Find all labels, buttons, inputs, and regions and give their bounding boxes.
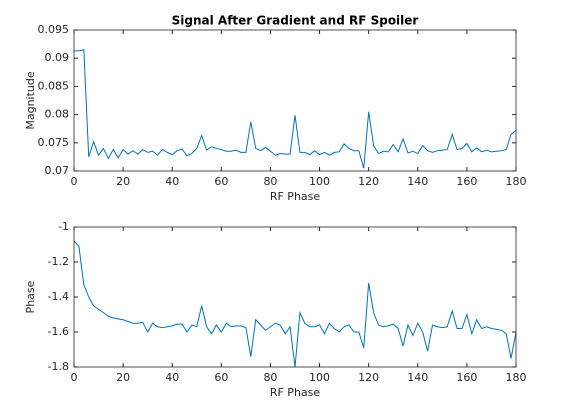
x-tick-label: 80: [263, 175, 277, 188]
y-axis-label: Phase: [24, 280, 37, 313]
axes-box: [73, 226, 517, 368]
axes-box: [73, 29, 517, 172]
y-tick-label: -1.2: [48, 255, 69, 268]
x-tick-label: 0: [71, 371, 78, 384]
y-tick-label: 0.095: [38, 23, 70, 36]
x-tick-label: 40: [165, 175, 179, 188]
data-line: [74, 49, 517, 169]
y-tick-label: 0.085: [38, 79, 70, 92]
x-tick-label: 120: [358, 371, 379, 384]
x-tick-label: 120: [358, 175, 379, 188]
x-axis-label: RF Phase: [270, 386, 321, 399]
x-tick-label: 20: [116, 175, 130, 188]
y-tick-label: 0.08: [45, 108, 70, 121]
x-tick-label: 180: [506, 371, 527, 384]
x-tick-label: 100: [309, 175, 330, 188]
y-tick-label: 0.09: [45, 51, 70, 64]
x-tick-label: 60: [214, 175, 228, 188]
y-axis-label: Magnitude: [24, 71, 37, 130]
chart-title: Signal After Gradient and RF Spoiler: [172, 14, 419, 28]
y-tick-label: 0.075: [38, 136, 70, 149]
x-tick-label: 20: [116, 371, 130, 384]
y-tick-label: -1.8: [48, 360, 69, 373]
x-tick-label: 180: [506, 175, 527, 188]
x-tick-label: 160: [456, 175, 477, 188]
y-tick-label: -1.6: [48, 325, 69, 338]
x-tick-label: 160: [456, 371, 477, 384]
x-tick-label: 40: [165, 371, 179, 384]
axes-background: [74, 227, 516, 367]
x-axis-label: RF Phase: [270, 190, 321, 203]
x-tick-label: 0: [71, 175, 78, 188]
x-tick-label: 60: [214, 371, 228, 384]
x-tick-label: 100: [309, 371, 330, 384]
axes-background: [74, 30, 516, 171]
x-tick-label: 140: [407, 371, 428, 384]
x-tick-label: 140: [407, 175, 428, 188]
x-tick-label: 80: [263, 371, 277, 384]
y-tick-label: -1.4: [48, 290, 69, 303]
y-tick-label: -1: [58, 220, 69, 233]
y-tick-label: 0.07: [45, 164, 70, 177]
